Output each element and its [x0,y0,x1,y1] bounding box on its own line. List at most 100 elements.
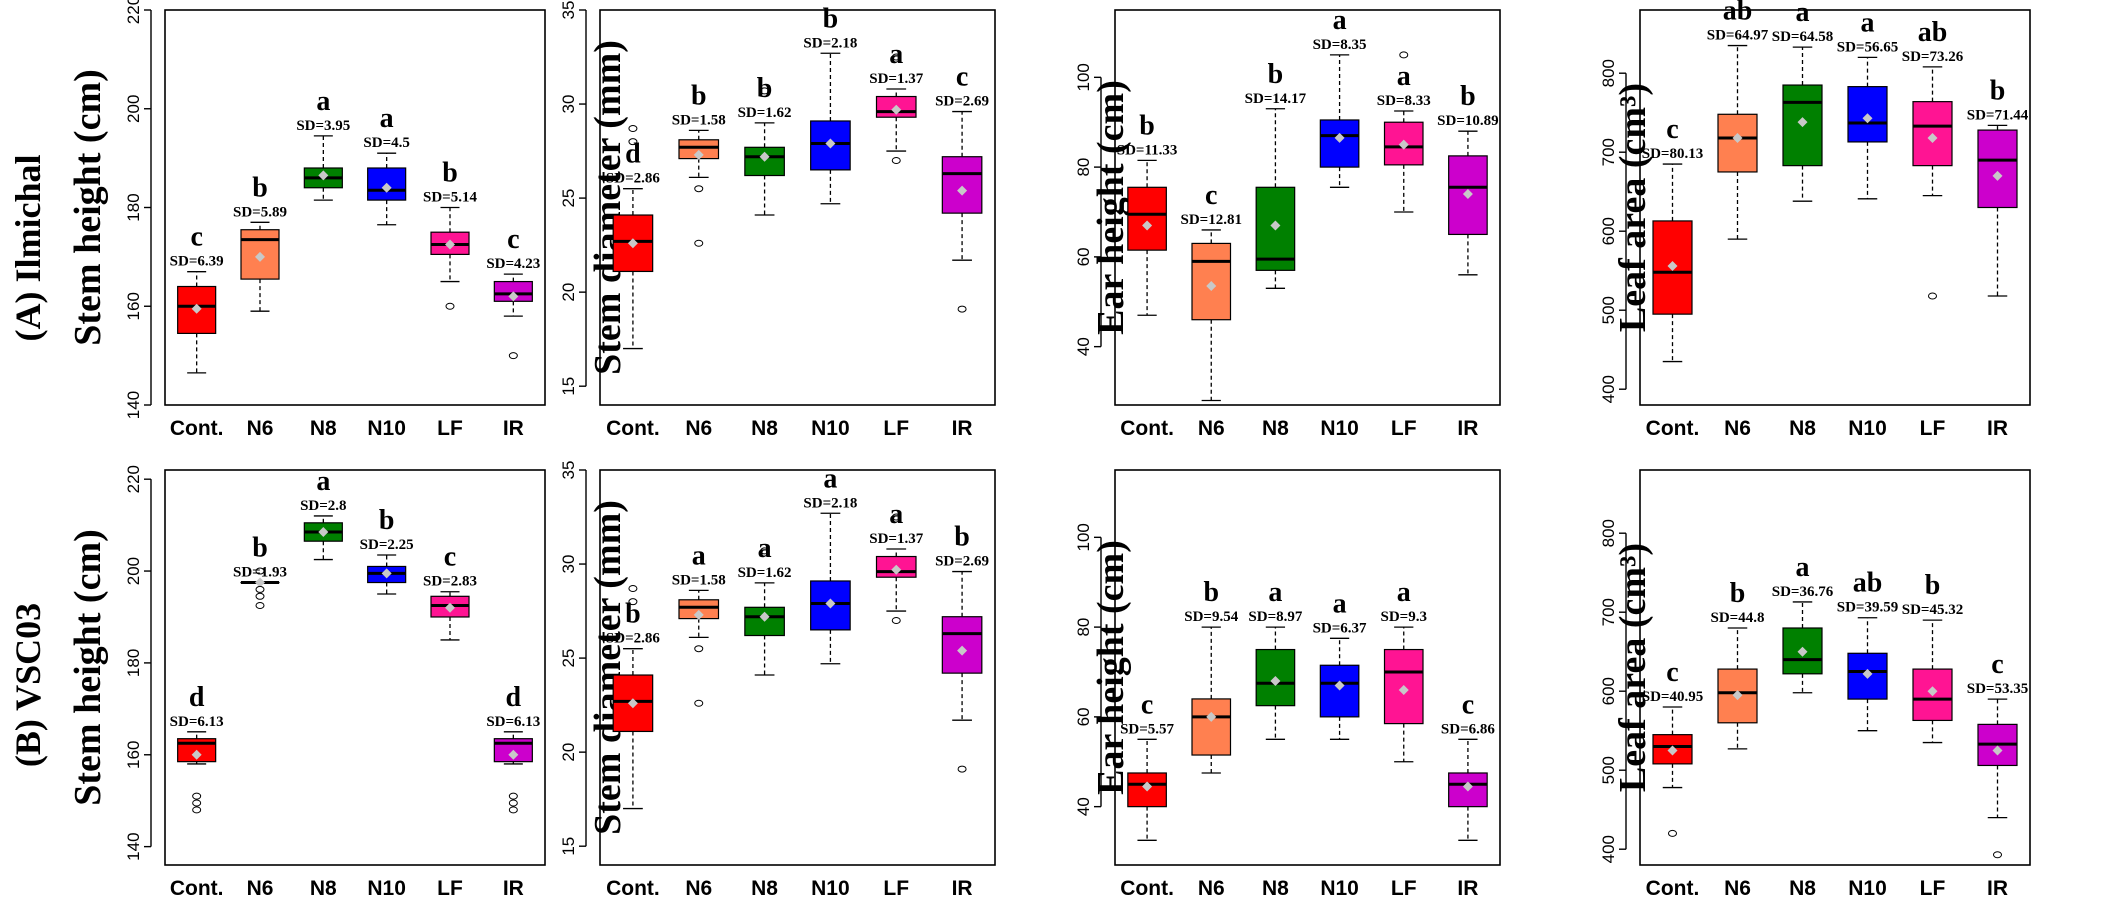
significance-letter: b [1203,577,1219,608]
chart-panel-2: 15 20 25 30 35 Stem diameter (mm)SD=2.86d Cont… [559,1,996,440]
box-n10: SD=2.18a N10 [803,463,857,900]
x-tick-label: Cont. [1646,877,1700,900]
x-tick-label: Cont. [1646,417,1700,440]
y-tick-label: 200 [124,95,143,123]
iqr-box [1319,119,1360,168]
mean-marker [693,149,704,160]
outlier-point [891,53,901,61]
mean-marker [759,611,770,622]
mean-marker [1667,260,1678,271]
x-tick-label: LF [1391,877,1417,900]
significance-letter: a [823,463,837,494]
significance-letter: a [1397,61,1411,92]
y-tick-label: 30 [559,95,578,114]
box-ir: SD=2.69c IR [935,62,989,440]
sd-label: SD=64.58 [1772,29,1833,45]
box-ir: SD=4.23c IR [486,224,540,440]
y-tick-label: 500 [1599,296,1618,324]
y-tick-label: 200 [124,557,143,585]
box-cont: SD=2.86b Cont. [606,585,660,900]
outlier-point [628,585,638,592]
y-tick-label: 220 [124,465,143,493]
iqr-box [941,616,983,674]
y-tick-label: 35 [559,461,578,480]
significance-letter: d [506,682,522,713]
significance-letter: b [823,3,839,34]
mean-marker [825,598,836,609]
x-tick-label: N8 [1262,417,1289,440]
outlier-point [1993,851,2002,859]
x-tick-label: LF [437,417,463,440]
x-tick-label: N6 [1724,877,1751,900]
y-tick-label: 160 [124,292,143,320]
significance-letter: d [189,682,205,713]
mean-marker [1206,281,1217,292]
significance-letter: c [1462,689,1474,720]
x-tick-label: N6 [247,877,274,900]
outlier-point [1399,51,1409,59]
box-lf: SD=1.37a LF [869,39,923,440]
y-tick-label: 15 [559,377,578,396]
sd-label: SD=3.95 [296,118,350,134]
significance-letter: b [1460,81,1476,112]
outlier-point [255,592,265,600]
sd-label: SD=39.59 [1837,600,1898,616]
box-n6: SD=1.93b N6 [233,533,287,900]
mean-marker [1398,684,1409,695]
sd-label: SD=10.89 [1437,113,1498,129]
sd-label: SD=6.39 [170,254,224,270]
plot-frame [599,9,996,406]
plot-frame [1639,9,2031,406]
significance-letter: b [625,599,641,630]
x-tick-label: IR [1987,417,2008,440]
sd-label: SD=73.26 [1902,49,1964,65]
y-axis-title: Stem height (cm) [67,69,109,345]
mean-marker [891,564,902,575]
sd-label: SD=53.35 [1967,681,2028,697]
x-tick-label: Cont. [606,877,660,900]
y-axis-title: Leaf area (cm³) [1612,543,1654,792]
mean-marker [318,170,329,181]
y-tick-label: 160 [124,741,143,769]
x-tick-label: N8 [1789,417,1816,440]
box-lf: SD=8.33a LF [1377,51,1431,440]
outlier-point [192,799,202,807]
y-tick-label: 100 [1074,63,1093,91]
significance-letter: a [889,499,903,530]
sd-label: SD=1.58 [672,572,726,588]
x-tick-label: N10 [1848,877,1887,900]
sd-label: SD=64.97 [1707,28,1769,44]
mean-marker [1462,781,1473,792]
outlier-point [694,699,704,707]
mean-marker [957,185,968,196]
box-n10: SD=2.18b N10 [803,3,857,440]
significance-letter: c [1666,114,1678,145]
mean-marker [1732,690,1743,701]
significance-letter: b [1139,110,1155,141]
box-n10: SD=8.35a N10 [1313,5,1367,440]
outlier-point [1928,292,1937,300]
mean-marker [445,602,455,613]
mean-marker [508,291,519,302]
outlier-point [628,125,638,132]
y-tick-label: 40 [1074,337,1093,356]
significance-letter: b [1730,578,1746,609]
box-ir: SD=53.35c IR [1967,649,2028,900]
sd-label: SD=6.37 [1313,620,1367,636]
outlier-point [192,806,202,814]
outlier-point [694,185,704,193]
sd-label: SD=4.5 [363,135,409,151]
iqr-box [367,167,407,201]
sd-label: SD=71.44 [1967,107,2029,123]
iqr-box [1127,186,1167,251]
mean-marker [1927,132,1938,143]
y-tick-label: 400 [1599,835,1618,863]
x-tick-label: N8 [751,877,778,900]
outlier-point [957,305,967,313]
y-tick-label: 500 [1599,756,1618,784]
box-lf: SD=9.3a LF [1381,577,1427,900]
mean-marker [1732,132,1743,143]
x-tick-label: LF [437,877,463,900]
mean-marker [255,577,265,588]
